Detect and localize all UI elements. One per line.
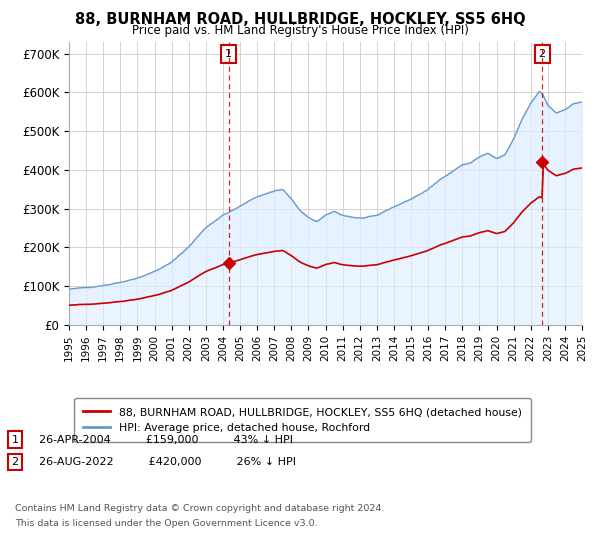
Text: This data is licensed under the Open Government Licence v3.0.: This data is licensed under the Open Gov… (15, 519, 317, 528)
Legend: 88, BURNHAM ROAD, HULLBRIDGE, HOCKLEY, SS5 6HQ (detached house), HPI: Average pr: 88, BURNHAM ROAD, HULLBRIDGE, HOCKLEY, S… (74, 398, 530, 442)
Text: 26-APR-2004          £159,000          43% ↓ HPI: 26-APR-2004 £159,000 43% ↓ HPI (39, 435, 293, 445)
Text: Contains HM Land Registry data © Crown copyright and database right 2024.: Contains HM Land Registry data © Crown c… (15, 504, 385, 513)
Text: 1: 1 (11, 435, 19, 445)
Text: 2: 2 (11, 457, 19, 467)
Text: Price paid vs. HM Land Registry's House Price Index (HPI): Price paid vs. HM Land Registry's House … (131, 24, 469, 37)
Text: 26-AUG-2022          £420,000          26% ↓ HPI: 26-AUG-2022 £420,000 26% ↓ HPI (39, 457, 296, 467)
Text: 88, BURNHAM ROAD, HULLBRIDGE, HOCKLEY, SS5 6HQ: 88, BURNHAM ROAD, HULLBRIDGE, HOCKLEY, S… (74, 12, 526, 27)
Text: 1: 1 (225, 49, 232, 59)
Text: 2: 2 (539, 49, 546, 59)
